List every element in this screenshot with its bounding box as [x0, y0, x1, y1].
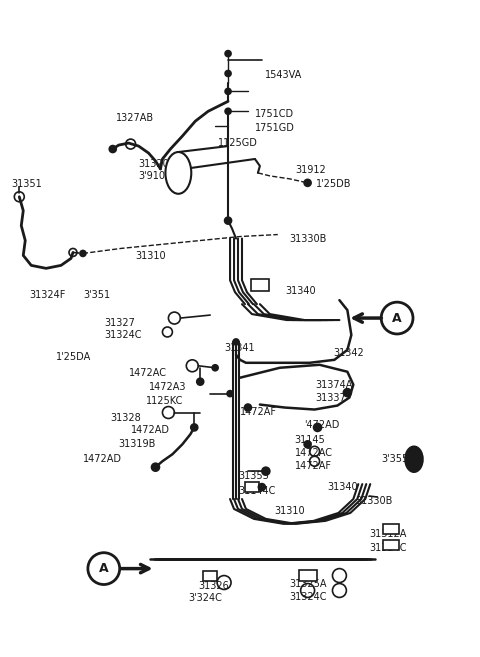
Circle shape — [262, 467, 270, 475]
Text: 31342: 31342 — [334, 348, 364, 358]
Circle shape — [244, 404, 252, 411]
Bar — [203, 570, 217, 581]
Text: 31374A: 31374A — [315, 380, 353, 390]
Text: 1543VA: 1543VA — [265, 70, 302, 79]
Circle shape — [343, 389, 351, 397]
Circle shape — [212, 365, 218, 371]
Text: 31325A: 31325A — [290, 579, 327, 589]
Text: 31351: 31351 — [12, 179, 42, 189]
Text: 31145: 31145 — [295, 436, 325, 445]
Text: 1751CD: 1751CD — [255, 109, 294, 120]
Text: 1472AD: 1472AD — [131, 426, 169, 436]
Text: 31310: 31310 — [136, 252, 166, 261]
Text: 31355: 31355 — [238, 471, 269, 481]
Text: 31312A: 31312A — [369, 529, 407, 539]
Text: 31324C: 31324C — [290, 593, 327, 602]
Text: 31324C: 31324C — [105, 330, 142, 340]
Text: 1472AF: 1472AF — [240, 407, 277, 417]
Text: '472AD: '472AD — [305, 420, 340, 430]
Circle shape — [313, 424, 322, 432]
Text: 1'25DB: 1'25DB — [315, 179, 351, 189]
Text: 31328: 31328 — [111, 413, 142, 422]
Bar — [245, 482, 259, 492]
Text: 31310: 31310 — [275, 506, 305, 516]
Text: 31912: 31912 — [296, 165, 326, 175]
Text: 31330B: 31330B — [290, 233, 327, 244]
Bar — [251, 279, 269, 291]
Text: 31319B: 31319B — [119, 440, 156, 449]
Bar — [299, 570, 316, 581]
Circle shape — [304, 441, 311, 448]
Text: 1125KC: 1125KC — [145, 396, 183, 405]
Bar — [383, 524, 399, 533]
Text: 3'351: 3'351 — [83, 290, 110, 300]
Circle shape — [258, 484, 265, 491]
Text: 1751GD: 1751GD — [255, 124, 295, 133]
Text: 1327AB: 1327AB — [116, 113, 154, 124]
Text: 1472A3: 1472A3 — [148, 382, 186, 392]
Text: 31340: 31340 — [286, 286, 316, 296]
Text: 31144C: 31144C — [238, 486, 276, 496]
Text: 31320: 31320 — [139, 159, 169, 169]
Circle shape — [304, 179, 311, 187]
Text: 31324F: 31324F — [29, 290, 66, 300]
Circle shape — [225, 51, 231, 57]
Text: 31326: 31326 — [198, 581, 229, 591]
Text: 1472AC: 1472AC — [295, 448, 333, 459]
Text: 3'355D: 3'355D — [381, 454, 416, 464]
Circle shape — [109, 146, 116, 152]
Text: 31341: 31341 — [224, 343, 255, 353]
Circle shape — [225, 108, 231, 114]
Circle shape — [227, 391, 233, 397]
Text: 31324C: 31324C — [369, 543, 407, 553]
Text: 3'324C: 3'324C — [188, 593, 222, 604]
Text: 31340: 31340 — [327, 482, 358, 492]
Circle shape — [197, 378, 204, 385]
Text: 1125GD: 1125GD — [218, 138, 258, 148]
Text: 3'910: 3'910 — [139, 171, 166, 181]
Text: A: A — [392, 311, 402, 325]
Ellipse shape — [166, 152, 192, 194]
Ellipse shape — [405, 446, 423, 472]
Circle shape — [225, 70, 231, 76]
Text: 31337: 31337 — [315, 393, 346, 403]
Circle shape — [80, 250, 86, 256]
Circle shape — [233, 339, 239, 345]
Bar — [383, 540, 399, 550]
Text: 1472AF: 1472AF — [295, 461, 332, 471]
Text: 31330B: 31330B — [355, 496, 393, 506]
Text: 1472AD: 1472AD — [83, 454, 122, 464]
Text: 1'25DA: 1'25DA — [56, 352, 91, 362]
Circle shape — [191, 424, 198, 431]
Circle shape — [225, 89, 231, 95]
Text: A: A — [99, 562, 108, 575]
Text: 1472AC: 1472AC — [129, 368, 167, 378]
Circle shape — [225, 217, 231, 224]
Circle shape — [152, 463, 159, 471]
Text: 31327: 31327 — [105, 318, 136, 328]
